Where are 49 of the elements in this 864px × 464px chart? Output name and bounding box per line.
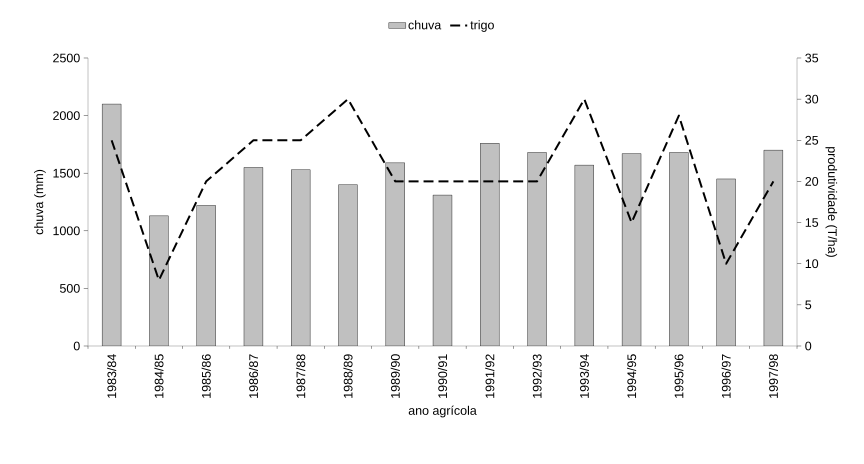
y-tick-label: 1000 (53, 226, 80, 236)
x-tick-label: 1988/89 (343, 354, 353, 398)
y2-tick-label: 20 (805, 177, 818, 186)
x-tick-label: 1989/90 (390, 354, 400, 398)
bar (716, 178, 736, 346)
y-tick-label: 0 (74, 342, 80, 350)
bar (622, 153, 642, 346)
x-tick-label: 1996/97 (722, 354, 731, 398)
y2-tick-label: 0 (805, 342, 812, 350)
x-tick-label: 1995/96 (674, 354, 684, 398)
x-tick-label: 1990/91 (438, 354, 448, 398)
y2-tick-label: 30 (805, 94, 818, 104)
x-tick-label: 1997/98 (768, 354, 778, 398)
y2-tick-label: 25 (805, 136, 818, 145)
y2-axis-title: produtividade (T/ha) (825, 147, 838, 257)
bar (574, 164, 594, 346)
bar (102, 104, 122, 346)
bar (291, 170, 310, 346)
x-tick-label: 1986/87 (248, 354, 258, 398)
bar (432, 194, 452, 346)
bar (669, 152, 688, 346)
legend-label: trigo (470, 20, 494, 32)
x-axis-title: ano agrícola (408, 406, 477, 418)
x-tick-label: 1985/86 (202, 354, 211, 398)
bar (386, 162, 405, 346)
x-tick-label: 1987/88 (296, 354, 306, 398)
bar (764, 150, 784, 346)
bar (527, 152, 547, 346)
bar (338, 184, 358, 346)
x-tick-label: 1993/94 (580, 354, 589, 398)
bar (480, 143, 500, 346)
y2-tick-label: 35 (805, 54, 818, 62)
x-tick-label: 1991/92 (485, 354, 494, 398)
x-tick-label: 1994/95 (626, 354, 636, 398)
bar (149, 216, 169, 346)
y-tick-label: 2500 (53, 54, 80, 62)
x-tick-label: 1983/84 (107, 354, 116, 398)
legend-label: chuva (408, 20, 442, 30)
y2-tick-label: 10 (806, 259, 818, 268)
y-axis-title: chuva (mm) (34, 170, 46, 234)
y-tick-label: 2000 (53, 111, 80, 120)
y2-tick-label: 5 (805, 300, 812, 310)
bar (244, 167, 264, 346)
bar (196, 205, 216, 346)
y2-tick-label: 15 (806, 218, 818, 227)
y-tick-label: 500 (60, 284, 80, 293)
x-tick-label: 1984/85 (154, 354, 164, 398)
y-tick-label: 1500 (53, 168, 80, 178)
x-tick-label: 1992/93 (532, 354, 542, 398)
